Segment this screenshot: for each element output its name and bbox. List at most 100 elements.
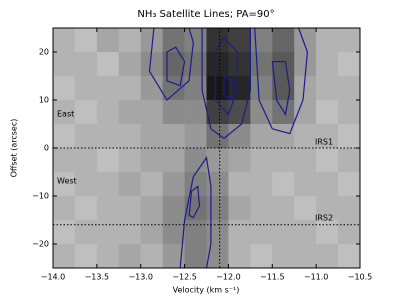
heatmap-cell	[338, 220, 361, 245]
heatmap-cell	[140, 244, 163, 269]
heatmap-cell	[53, 76, 76, 101]
heatmap-cell	[206, 244, 229, 269]
x-tick-label: −13.5	[85, 273, 110, 282]
heatmap-cell	[250, 244, 273, 269]
x-tick-label: −11.0	[304, 273, 329, 282]
heatmap-cell	[140, 172, 163, 197]
heatmap-cell	[228, 76, 251, 101]
heatmap-cell	[118, 124, 142, 149]
annotation: IRS1	[315, 138, 333, 147]
heatmap-cell	[338, 196, 361, 221]
heatmap-cell	[250, 100, 273, 125]
heatmap-cell	[140, 100, 163, 125]
heatmap-cell	[118, 76, 142, 101]
heatmap-cell	[162, 148, 185, 173]
heatmap-cell	[316, 100, 339, 125]
heatmap-cell	[206, 124, 229, 149]
heatmap-cell	[250, 220, 273, 245]
heatmap-cell	[53, 244, 76, 269]
heatmap-cell	[53, 196, 76, 221]
heatmap-cell	[74, 124, 98, 149]
heatmap-cell	[250, 196, 273, 221]
contour	[166, 46, 186, 87]
heatmap-cell	[250, 28, 273, 53]
heatmap-cell	[228, 172, 251, 197]
heatmap-cell	[272, 124, 295, 149]
heatmap-cell	[184, 172, 207, 197]
contour	[188, 185, 201, 219]
heatmap-cell	[74, 28, 98, 53]
heatmap-cell	[294, 196, 317, 221]
heatmap-cell	[206, 172, 229, 197]
heatmap-cell	[316, 124, 339, 149]
heatmap-cell	[184, 100, 207, 125]
heatmap-cell	[74, 148, 98, 173]
heatmap-cell	[184, 28, 207, 53]
heatmap-cell	[118, 28, 142, 53]
contour	[254, 27, 309, 135]
contour	[148, 27, 194, 101]
heatmap-cell	[294, 76, 317, 101]
heatmap-cell	[74, 244, 98, 269]
heatmap-cell	[162, 28, 185, 53]
contour	[214, 36, 238, 116]
heatmap-cell	[272, 148, 295, 173]
heatmap-cell	[316, 196, 339, 221]
heatmap-cell	[184, 196, 207, 221]
heatmap-cell	[53, 148, 76, 173]
heatmap-cell	[316, 76, 339, 101]
heatmap-cell	[294, 124, 317, 149]
heatmap-cell	[140, 220, 163, 245]
heatmap-cell	[96, 52, 120, 77]
heatmap-cell	[118, 52, 142, 77]
heatmap-cell	[250, 172, 273, 197]
heatmap-cell	[316, 244, 339, 269]
heatmap-cell	[338, 76, 361, 101]
heatmap-cell	[228, 244, 251, 269]
y-tick-label: 20	[39, 48, 49, 57]
x-tick-label: −13.0	[128, 273, 153, 282]
x-tick-label: −10.5	[348, 273, 373, 282]
annotation: IRS2	[315, 214, 333, 223]
heatmap-cell	[272, 220, 295, 245]
heatmap-cell	[118, 196, 142, 221]
y-tick-label: 0	[44, 144, 49, 153]
heatmap-cell	[53, 52, 76, 77]
heatmap-cell	[184, 148, 207, 173]
x-tick-label: −12.5	[172, 273, 197, 282]
heatmap-cell	[96, 28, 120, 53]
heatmap-cell	[74, 52, 98, 77]
heatmap-cell	[53, 28, 76, 53]
heatmap-cell	[250, 148, 273, 173]
heatmap-cell	[96, 76, 120, 101]
x-axis-label: Velocity (km s⁻¹)	[173, 286, 240, 295]
heatmap-cell	[184, 52, 207, 77]
heatmap-cell	[250, 124, 273, 149]
heatmap-cell	[74, 196, 98, 221]
heatmap-cell	[272, 196, 295, 221]
heatmap-cell	[53, 124, 76, 149]
y-axis-label: Offset (arcsec)	[10, 119, 19, 178]
heatmap-cell	[294, 172, 317, 197]
contour	[271, 60, 291, 117]
heatmap-cell	[228, 148, 251, 173]
heatmap-cell	[206, 76, 229, 101]
heatmap-cell	[184, 244, 207, 269]
heatmap-cell	[118, 148, 142, 173]
heatmap-cell	[316, 172, 339, 197]
y-tick-label: −20	[32, 240, 49, 249]
heatmap-cell	[74, 172, 98, 197]
heatmap-cell	[96, 148, 120, 173]
heatmap-cell	[316, 52, 339, 77]
heatmap-cell	[206, 52, 229, 77]
x-tick-label: −14.0	[41, 273, 66, 282]
contour	[179, 156, 212, 269]
heatmap-cell	[338, 244, 361, 269]
heatmap-cell	[294, 28, 317, 53]
heatmap-cell	[206, 148, 229, 173]
annotation: West	[57, 177, 77, 186]
heatmap-cell	[162, 52, 185, 77]
heatmap-cell	[118, 100, 142, 125]
heatmap-cell	[316, 148, 339, 173]
contour	[201, 28, 251, 140]
